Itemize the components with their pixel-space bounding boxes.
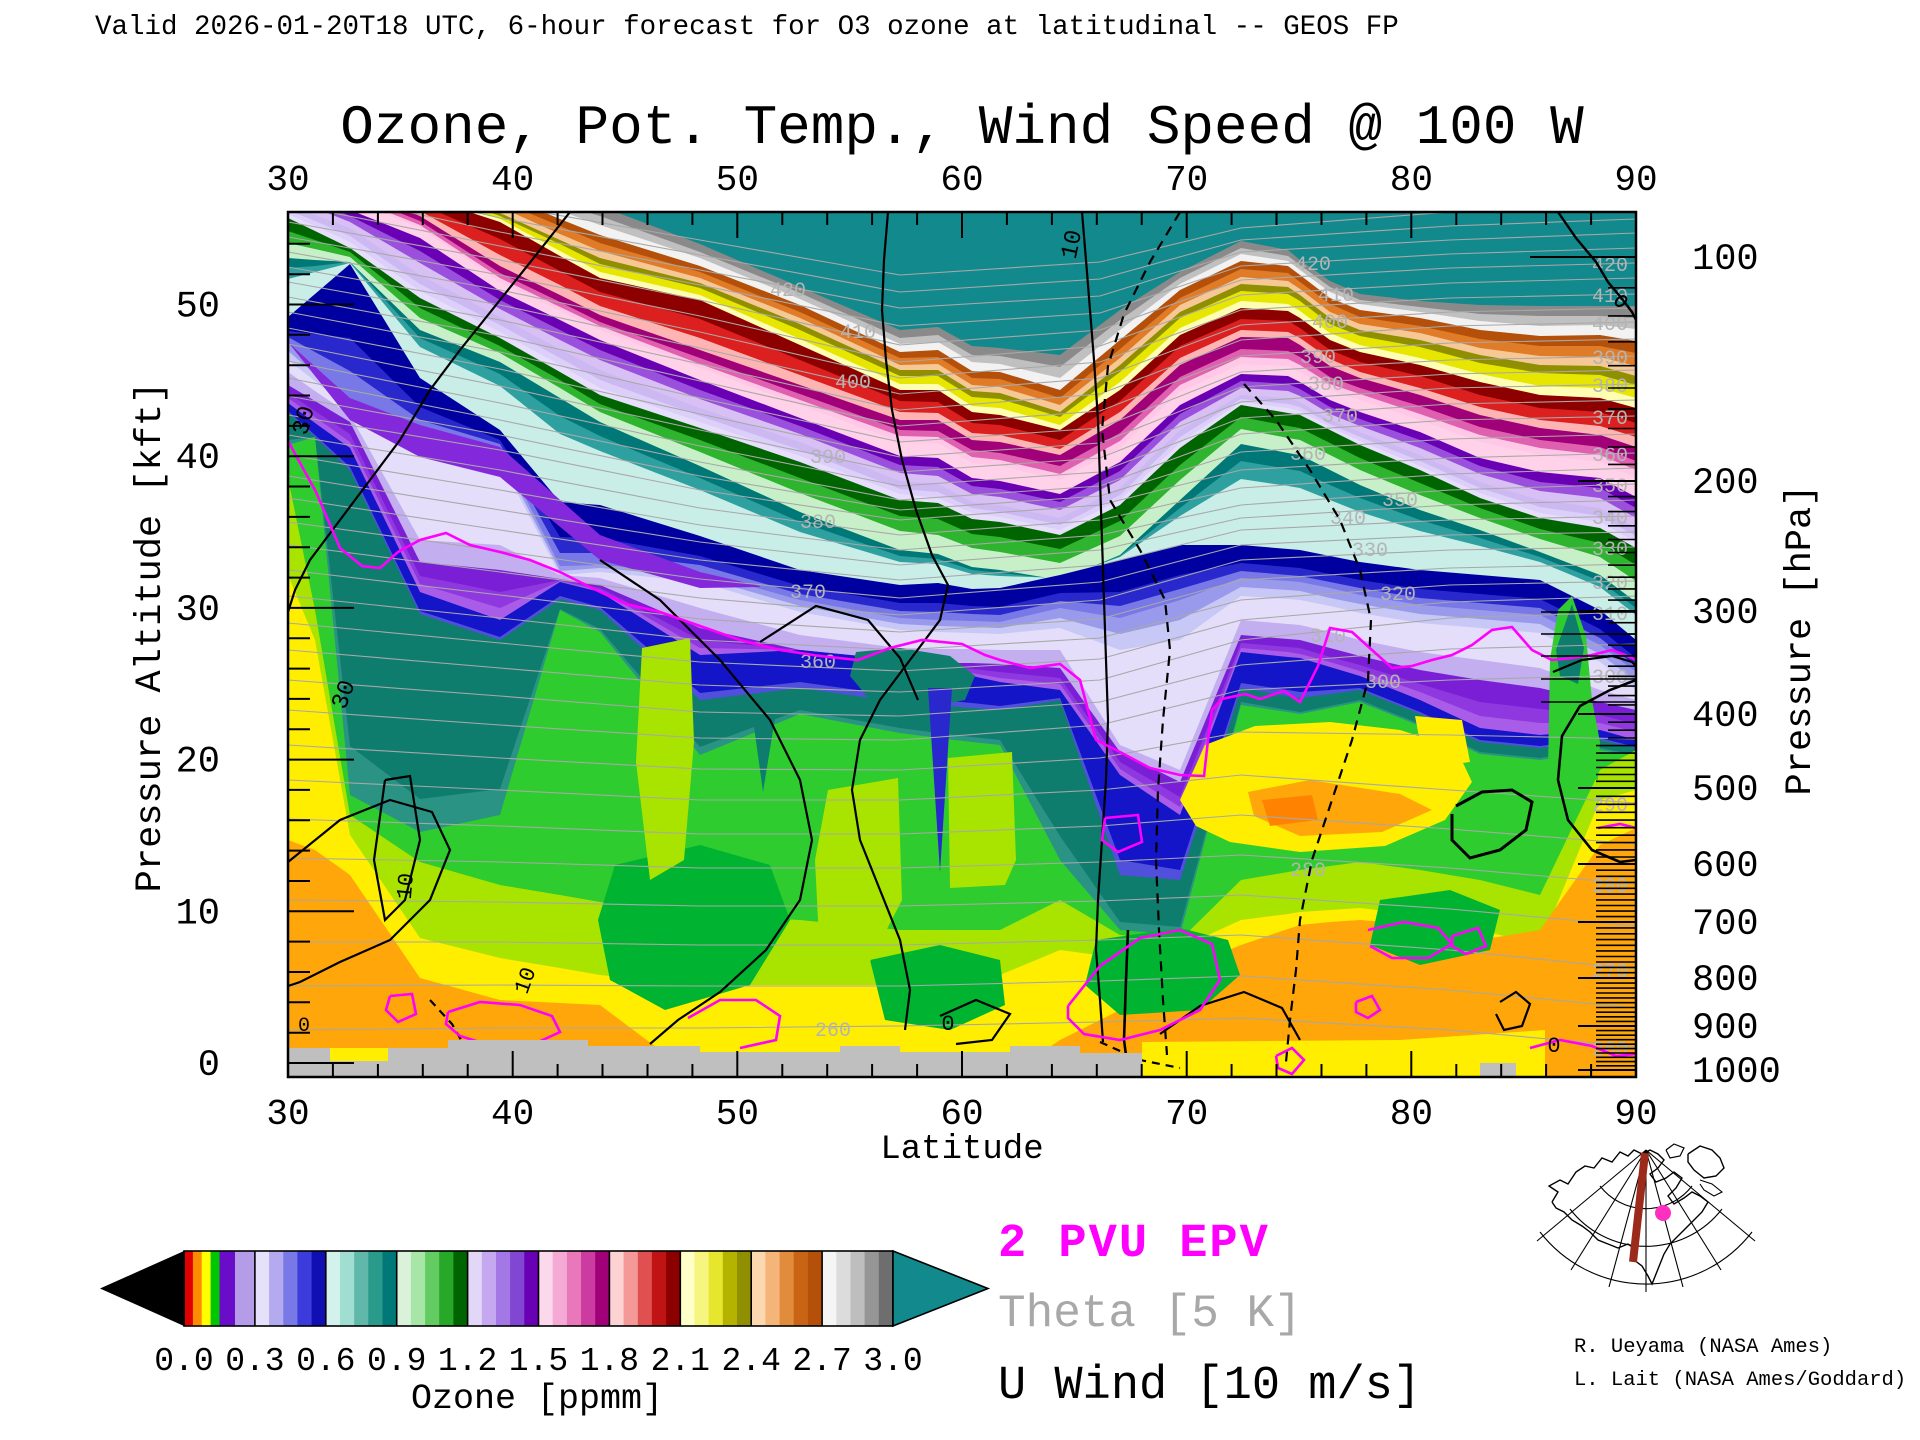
svg-text:260: 260	[1592, 1039, 1628, 1062]
svg-text:60: 60	[940, 160, 983, 201]
svg-text:20: 20	[176, 742, 220, 784]
svg-text:380: 380	[800, 512, 836, 535]
svg-text:400: 400	[1312, 312, 1348, 335]
svg-text:80: 80	[1390, 1094, 1433, 1135]
svg-text:Latitude: Latitude	[880, 1131, 1043, 1169]
svg-text:1.2: 1.2	[438, 1343, 497, 1380]
svg-text:30: 30	[266, 160, 309, 201]
svg-text:380: 380	[1308, 374, 1344, 397]
svg-text:280: 280	[1290, 860, 1326, 883]
svg-text:3.0: 3.0	[863, 1343, 922, 1380]
svg-text:0: 0	[298, 1015, 310, 1038]
svg-text:90: 90	[1614, 1094, 1657, 1135]
svg-text:2.7: 2.7	[792, 1343, 851, 1380]
svg-text:400: 400	[835, 372, 871, 395]
svg-text:350: 350	[1382, 490, 1418, 513]
svg-text:410: 410	[840, 322, 876, 345]
svg-text:Ozone [ppmm]: Ozone [ppmm]	[411, 1379, 663, 1419]
svg-text:U Wind [10 m/s]: U Wind [10 m/s]	[998, 1360, 1421, 1413]
svg-text:40: 40	[176, 438, 220, 480]
svg-text:Theta [5 K]: Theta [5 K]	[998, 1288, 1302, 1340]
svg-text:2.1: 2.1	[651, 1343, 710, 1380]
svg-text:420: 420	[770, 280, 806, 303]
svg-text:310: 310	[1592, 604, 1628, 627]
svg-text:340: 340	[1330, 508, 1366, 531]
svg-text:700: 700	[1692, 904, 1759, 946]
svg-text:370: 370	[1592, 408, 1628, 431]
svg-text:10: 10	[393, 872, 420, 900]
svg-text:30: 30	[176, 590, 220, 632]
svg-text:30: 30	[266, 1094, 309, 1135]
svg-text:1.8: 1.8	[580, 1343, 639, 1380]
svg-text:330: 330	[1592, 539, 1628, 562]
svg-text:320: 320	[1380, 584, 1416, 607]
svg-text:350: 350	[1592, 476, 1628, 499]
svg-text:0.0: 0.0	[154, 1343, 213, 1380]
svg-text:420: 420	[1295, 254, 1331, 277]
svg-text:600: 600	[1692, 846, 1759, 888]
svg-text:2 PVU EPV: 2 PVU EPV	[998, 1218, 1270, 1271]
svg-text:360: 360	[1290, 444, 1326, 467]
svg-text:L. Lait (NASA Ames/Goddard): L. Lait (NASA Ames/Goddard)	[1574, 1369, 1906, 1392]
svg-text:0: 0	[1547, 1034, 1560, 1059]
svg-text:70: 70	[1165, 1094, 1208, 1135]
svg-text:400: 400	[1592, 314, 1628, 337]
svg-text:260: 260	[815, 1020, 851, 1043]
svg-text:400: 400	[1692, 696, 1759, 738]
svg-text:0.6: 0.6	[296, 1343, 355, 1380]
svg-text:0: 0	[198, 1045, 220, 1087]
svg-text:0: 0	[941, 1012, 954, 1037]
svg-text:50: 50	[176, 287, 220, 329]
svg-text:300: 300	[1365, 672, 1401, 695]
svg-text:390: 390	[810, 447, 846, 470]
svg-text:Ozone, Pot. Temp., Wind Speed: Ozone, Pot. Temp., Wind Speed @ 100 W	[340, 96, 1584, 160]
svg-text:320: 320	[1592, 573, 1628, 596]
svg-text:0.3: 0.3	[225, 1343, 284, 1380]
svg-text:390: 390	[1300, 347, 1336, 370]
svg-text:200: 200	[1692, 463, 1759, 505]
svg-text:1.5: 1.5	[509, 1343, 568, 1380]
svg-text:500: 500	[1692, 770, 1759, 812]
svg-text:10: 10	[1057, 228, 1089, 262]
svg-text:800: 800	[1692, 960, 1759, 1002]
svg-text:100: 100	[1692, 239, 1759, 281]
svg-text:Pressure Altitude [kft]: Pressure Altitude [kft]	[130, 382, 172, 893]
svg-text:300: 300	[1692, 593, 1759, 635]
svg-text:370: 370	[1322, 406, 1358, 429]
svg-text:40: 40	[491, 1094, 534, 1135]
svg-text:410: 410	[1592, 286, 1628, 309]
svg-text:2.4: 2.4	[721, 1343, 780, 1380]
svg-text:50: 50	[716, 160, 759, 201]
svg-text:Pressure [hPa]: Pressure [hPa]	[1780, 485, 1822, 796]
svg-text:390: 390	[1592, 348, 1628, 371]
svg-text:10: 10	[176, 893, 220, 935]
svg-text:70: 70	[1165, 160, 1208, 201]
svg-text:410: 410	[1318, 285, 1354, 308]
svg-text:90: 90	[1614, 160, 1657, 201]
svg-text:290: 290	[1592, 795, 1628, 818]
svg-text:80: 80	[1390, 160, 1433, 201]
svg-text:1000: 1000	[1692, 1052, 1781, 1094]
svg-text:50: 50	[716, 1094, 759, 1135]
svg-text:R. Ueyama (NASA Ames): R. Ueyama (NASA Ames)	[1574, 1336, 1832, 1359]
svg-text:370: 370	[790, 582, 826, 605]
svg-text:40: 40	[491, 160, 534, 201]
svg-text:900: 900	[1692, 1008, 1759, 1050]
svg-text:60: 60	[940, 1094, 983, 1135]
svg-text:360: 360	[1592, 445, 1628, 468]
svg-text:330: 330	[1352, 540, 1388, 563]
svg-text:0.9: 0.9	[367, 1343, 426, 1380]
svg-text:Valid 2026-01-20T18 UTC, 6-hou: Valid 2026-01-20T18 UTC, 6-hour forecast…	[95, 12, 1399, 43]
